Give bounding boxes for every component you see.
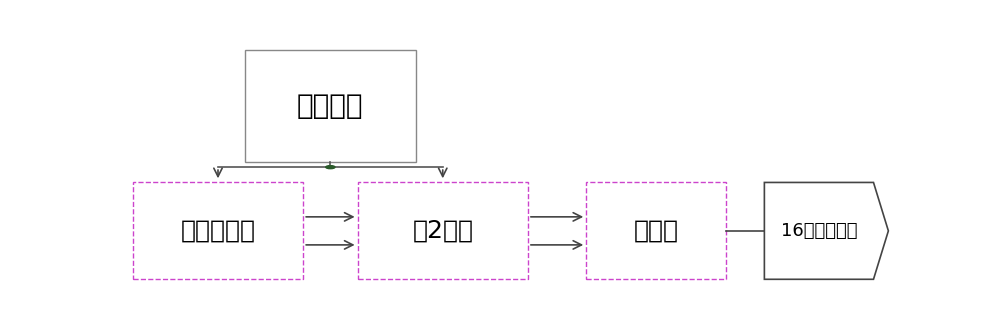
Polygon shape xyxy=(764,182,888,279)
Bar xyxy=(586,182,726,279)
Bar xyxy=(245,50,416,162)
Text: 串转并: 串转并 xyxy=(633,219,678,243)
Bar xyxy=(358,182,528,279)
Bar xyxy=(133,182,303,279)
Text: 参考电压: 参考电压 xyxy=(297,92,364,120)
Text: 16位数据输出: 16位数据输出 xyxy=(781,222,857,240)
Text: 乘2求余: 乘2求余 xyxy=(412,219,473,243)
Text: 归一化处理: 归一化处理 xyxy=(180,219,256,243)
Circle shape xyxy=(326,166,335,169)
